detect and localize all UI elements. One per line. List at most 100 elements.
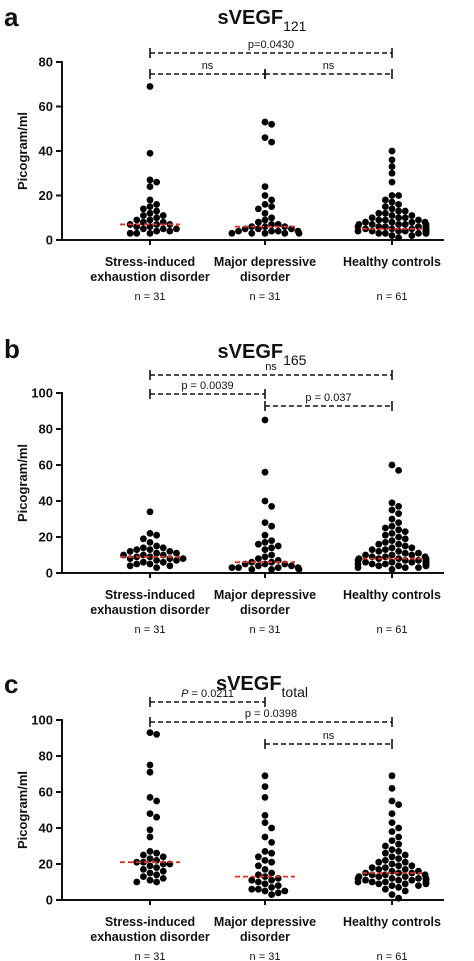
data-point <box>381 209 389 217</box>
data-point <box>375 866 383 873</box>
data-point <box>261 848 269 855</box>
data-point <box>381 229 389 237</box>
x-category-label: exhaustion disorder <box>90 270 210 284</box>
x-category-label: Healthy controls <box>343 255 441 269</box>
data-point <box>268 839 276 846</box>
x-category-label: disorder <box>240 930 290 944</box>
data-point <box>261 216 269 224</box>
data-point <box>381 885 389 893</box>
data-point <box>261 819 269 826</box>
data-point <box>388 232 396 239</box>
data-point <box>388 212 396 219</box>
data-point <box>126 562 134 570</box>
data-point <box>228 229 236 237</box>
data-point <box>268 551 276 559</box>
data-point <box>139 535 147 543</box>
data-point <box>381 196 389 204</box>
data-point <box>408 232 416 239</box>
data-point <box>381 531 389 539</box>
y-tick-label: 60 <box>39 458 53 473</box>
data-point <box>354 878 362 886</box>
data-point <box>166 562 174 570</box>
data-point <box>146 83 154 90</box>
data-point <box>261 794 269 801</box>
data-point <box>254 862 262 870</box>
data-point <box>268 537 276 544</box>
data-point <box>153 797 161 805</box>
data-point <box>146 560 154 568</box>
chart-title-main: sVEGF <box>218 7 284 29</box>
data-point <box>401 528 409 535</box>
data-point <box>261 468 269 476</box>
data-point <box>261 783 269 790</box>
data-point <box>395 201 403 208</box>
data-point <box>395 862 403 870</box>
data-point <box>401 535 409 543</box>
data-point <box>261 553 269 561</box>
comparison-label: p = 0.0398 <box>245 708 297 720</box>
data-point <box>153 564 161 571</box>
data-point <box>381 203 389 211</box>
data-point <box>388 551 396 559</box>
data-point <box>395 214 403 222</box>
data-point <box>133 229 141 237</box>
data-point <box>261 546 269 553</box>
data-point <box>274 889 282 897</box>
data-point <box>235 227 242 235</box>
data-point <box>388 537 396 544</box>
data-point <box>388 178 396 186</box>
data-point <box>159 544 167 552</box>
data-point <box>146 209 154 217</box>
y-tick-label: 80 <box>39 749 53 764</box>
data-point <box>388 772 396 780</box>
y-tick-label: 20 <box>39 857 53 872</box>
data-point <box>146 810 154 817</box>
data-point <box>381 864 389 871</box>
data-point <box>281 887 289 895</box>
data-point <box>268 876 276 884</box>
data-point <box>153 864 161 871</box>
data-point <box>401 851 409 859</box>
data-point <box>395 824 403 832</box>
data-point <box>166 227 174 235</box>
chart-title-subscript: 165 <box>283 352 307 368</box>
data-point <box>401 873 409 880</box>
data-point <box>153 207 161 215</box>
data-point <box>375 562 383 570</box>
comparison-label: ns <box>323 730 335 742</box>
data-point <box>375 880 383 888</box>
data-point <box>159 867 167 875</box>
y-tick-label: 40 <box>39 144 53 159</box>
data-point <box>381 539 389 546</box>
data-point <box>254 885 262 893</box>
y-tick-label: 0 <box>46 233 53 248</box>
data-point <box>261 229 269 237</box>
data-point <box>146 539 154 546</box>
data-point <box>153 871 161 879</box>
data-point <box>388 837 396 844</box>
data-point <box>146 176 154 184</box>
data-point <box>388 828 396 835</box>
data-point <box>268 849 276 857</box>
data-point <box>395 221 403 228</box>
data-point <box>153 731 161 738</box>
data-point <box>408 876 416 884</box>
data-point <box>146 229 154 237</box>
data-point <box>146 855 154 862</box>
data-point <box>388 205 396 213</box>
data-point <box>153 201 161 208</box>
data-point <box>159 853 167 861</box>
data-point <box>261 201 269 208</box>
data-point <box>381 546 389 553</box>
data-point <box>146 794 154 801</box>
chart-title-subscript: total <box>282 684 308 700</box>
data-point <box>368 214 376 222</box>
data-point <box>422 562 430 570</box>
data-point <box>408 558 416 566</box>
data-point <box>395 801 403 808</box>
panel-letter: a <box>4 2 19 32</box>
data-point <box>268 566 276 573</box>
data-point <box>146 869 154 877</box>
panel-letter: c <box>4 669 18 699</box>
data-point <box>248 229 256 237</box>
